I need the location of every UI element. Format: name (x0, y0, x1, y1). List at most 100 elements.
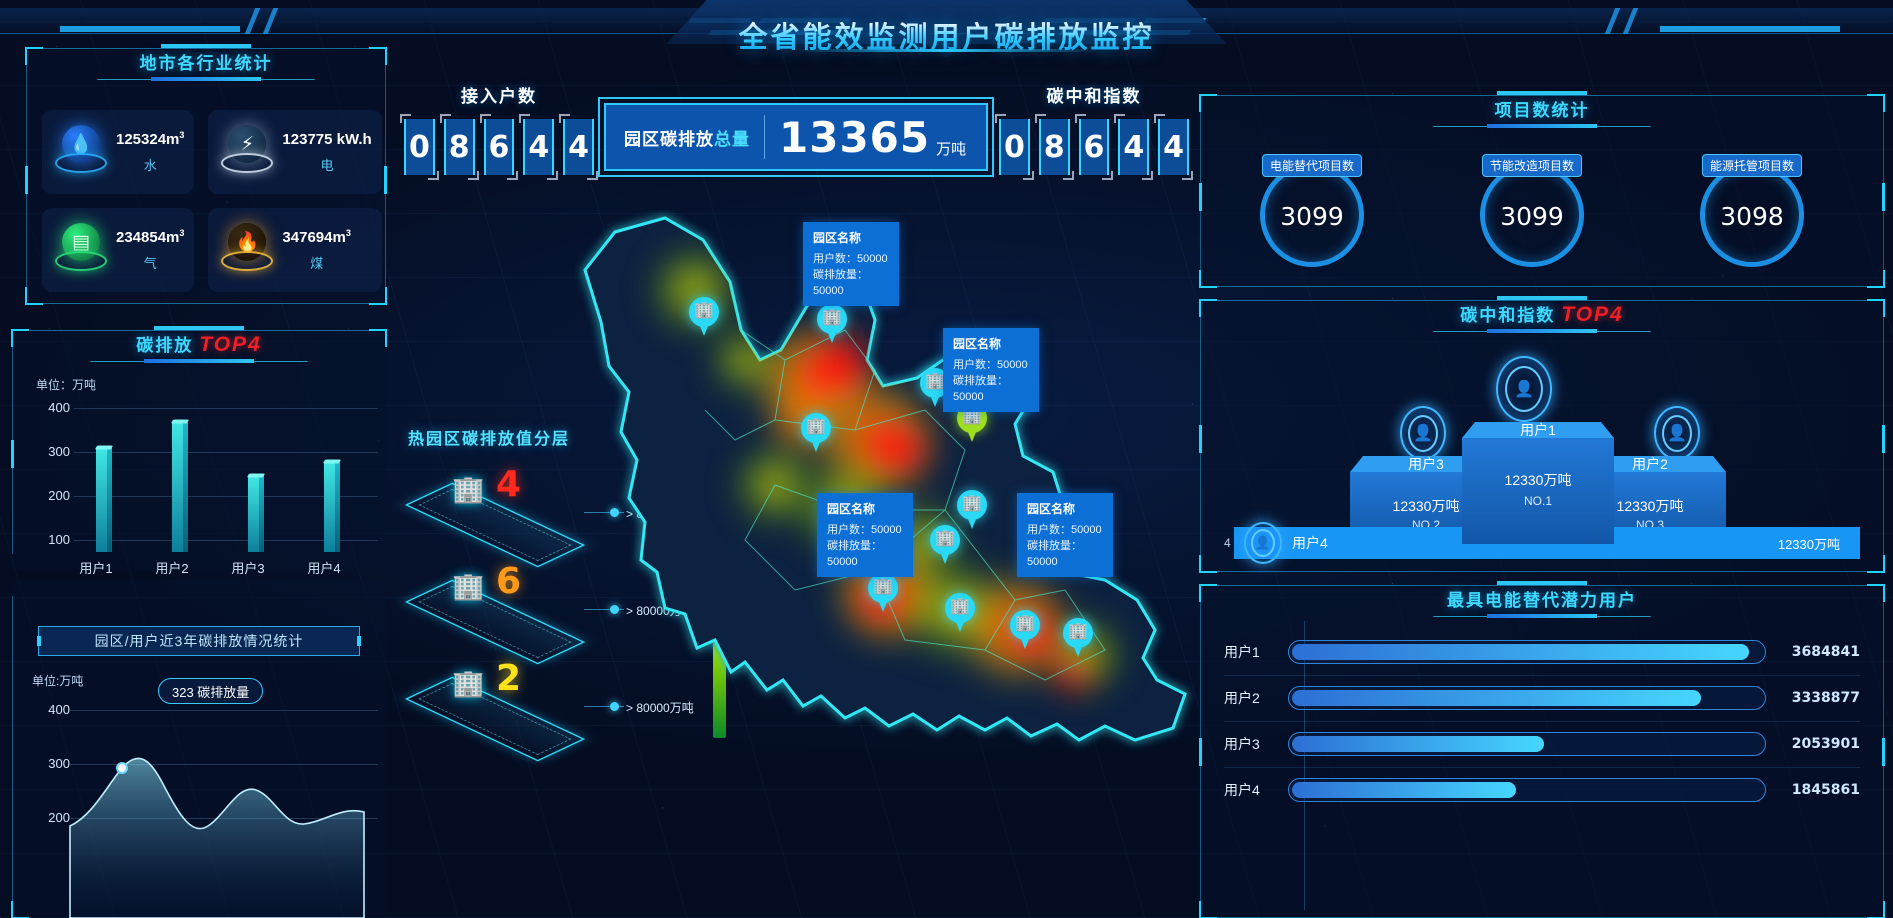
map-pin[interactable]: 🏢 (957, 490, 987, 530)
gas-ring (55, 251, 107, 271)
coal-orb: 🔥 (218, 221, 276, 279)
water-text: 125324m3 水 (116, 130, 184, 174)
potential-bar-fill (1292, 644, 1749, 660)
podium-rank1[interactable]: 用户1 12330万吨 NO.1 (1462, 422, 1614, 544)
potential-name: 用户4 (1224, 782, 1260, 798)
row-divider (1224, 675, 1860, 676)
bar-user2[interactable] (170, 419, 190, 552)
map-pin[interactable]: 🏢 (868, 573, 898, 613)
row-divider (1224, 721, 1860, 722)
bar-user4[interactable] (322, 459, 342, 552)
list-item[interactable]: 用户4 1845861 (1224, 767, 1860, 813)
carbon-top4-title-main: 碳排放 (136, 336, 194, 355)
map-pin[interactable]: 🏢 (1010, 610, 1040, 650)
stat-card-gas[interactable]: ▤ 234854m3 气 (42, 208, 195, 292)
edge-top (1216, 585, 1868, 586)
stat-card-electricity[interactable]: ⚡ 123775 kW.h 电 (208, 110, 382, 194)
rank4-name: 用户4 (1292, 535, 1328, 551)
corner-br (1867, 555, 1885, 573)
donut-value: 3098 (1720, 202, 1784, 231)
avatar-rank2: 👤 (1400, 406, 1446, 460)
potential-users-title: 最具电能替代潜力用户 (1392, 581, 1692, 625)
digit: 0 (995, 114, 1034, 180)
map-callout[interactable]: 园区名称 用户数：50000 碳排放量：50000 (817, 493, 913, 577)
city-industry-title: 地市各行业统计 (56, 44, 356, 88)
podium-value: 12330万吨 (1504, 472, 1572, 488)
callout-users: 用户数：50000 (1027, 524, 1102, 536)
stat-card-water[interactable]: 💧 125324m3 水 (42, 110, 195, 194)
gas-value: 234854m (116, 229, 180, 246)
stat-card-coal[interactable]: 🔥 347694m3 煤 (208, 208, 382, 292)
layer-count: 4 (496, 464, 522, 505)
trend-unit: 单位:万吨 (32, 674, 84, 688)
industry-card-grid: 💧 125324m3 水 ⚡ 123775 kW.h 电 ▤ (42, 110, 382, 292)
map-callout[interactable]: 园区名称 用户数：50000 碳排放量：50000 (803, 222, 899, 306)
heat-layer-title: 热园区碳排放值分层 (408, 431, 571, 448)
total-label-prefix: 园区碳排放 (624, 129, 714, 149)
avatar-rank3: 👤 (1654, 406, 1700, 460)
total-emission-value: 13365 (779, 112, 931, 162)
map-pin[interactable]: 🏢 (817, 304, 847, 344)
province-heatmap[interactable]: 🏢 🏢 🏢 🏢 🏢 🏢 🏢 🏢 🏢 🏢 🏢 园区名称 用户数：50000 碳排放… (545, 210, 1225, 918)
donut-energy-hosting[interactable]: 能源托管项目数 3098 (1700, 154, 1804, 267)
list-item[interactable]: 用户3 2053901 (1224, 721, 1860, 767)
list-item[interactable]: 用户1 3684841 (1224, 629, 1860, 675)
donut-electric-replacement[interactable]: 电能替代项目数 3099 (1260, 154, 1364, 267)
digit: 8 (1034, 114, 1074, 180)
ytick-label: 400 (48, 400, 70, 415)
corner-tr (1867, 94, 1885, 112)
coal-label: 煤 (310, 256, 324, 271)
potential-bar-fill (1292, 690, 1702, 706)
list-item[interactable]: 用户2 3338877 (1224, 675, 1860, 721)
map-pin[interactable]: 🏢 (930, 525, 960, 565)
coal-text: 347694m3 煤 (282, 228, 350, 272)
total-emission-unit: 万吨 (936, 141, 967, 158)
gridline (74, 408, 378, 409)
map-pin[interactable]: 🏢 (801, 413, 831, 453)
map-pin[interactable]: 🏢 (957, 403, 987, 443)
map-pin[interactable]: 🏢 (1063, 618, 1093, 658)
corner-tl (1199, 94, 1217, 112)
avatar-rank1: 👤 (1496, 356, 1552, 422)
trend-area-chart (69, 757, 365, 918)
heat-layer-item-3[interactable]: 🏢 2 > 80000万吨 (404, 658, 708, 762)
heat-layer-item-2[interactable]: 🏢 6 > 80000万吨 (404, 561, 708, 665)
title-bar-bottom (1487, 124, 1597, 128)
map-callout[interactable]: 园区名称 用户数：50000 碳排放量：50000 (1017, 493, 1113, 577)
trend-range-button[interactable]: 园区/用户近3年碳排放情况统计 (37, 626, 361, 656)
potential-name: 用户3 (1224, 736, 1260, 752)
ytick-label: 200 (48, 810, 70, 825)
water-sup: 3 (179, 130, 185, 140)
access-household-counter: 接入户数 0 8 6 4 4 (400, 82, 598, 180)
tick-left (1199, 183, 1202, 212)
layer-leader-line (584, 706, 624, 707)
trend-tooltip-text: 323 碳排放量 (172, 684, 250, 700)
title-bar-top (1497, 296, 1587, 300)
bar-user3[interactable] (246, 473, 266, 552)
callout-emission: 碳排放量：50000 (953, 375, 1008, 403)
map-pin[interactable]: 🏢 (945, 593, 975, 633)
gas-sup: 3 (179, 228, 185, 238)
tick-right (1882, 425, 1885, 454)
donut-value: 3099 (1500, 202, 1564, 231)
corner-bl (25, 287, 43, 305)
page-title: 全省能效监测用户碳排放监控 (738, 14, 1154, 56)
map-callout[interactable]: 园区名称 用户数：50000 碳排放量：50000 (943, 328, 1039, 412)
carbon-top4-plot (74, 390, 378, 552)
title-bar-bottom (151, 77, 261, 81)
digit: 4 (1114, 114, 1153, 180)
donut-energy-saving[interactable]: 节能改造项目数 3099 (1480, 154, 1584, 267)
edge-top (42, 48, 370, 49)
trend-panel: 园区/用户近3年碳排放情况统计 单位:万吨 400 300 200 323 碳排… (11, 580, 386, 918)
layer-leader-line (584, 609, 624, 610)
bar-user1[interactable] (94, 445, 114, 552)
electricity-text: 123775 kW.h 电 (282, 131, 371, 174)
tick-left (1199, 738, 1202, 767)
xlabel: 用户2 (155, 561, 189, 576)
donut-label: 电能替代项目数 (1261, 154, 1363, 177)
trend-tooltip: 323 碳排放量 (158, 678, 264, 704)
electricity-label: 电 (320, 157, 334, 173)
gas-label: 气 (143, 256, 157, 271)
map-pin[interactable]: 🏢 (689, 297, 719, 337)
building-icon: 🏢 (452, 571, 485, 601)
